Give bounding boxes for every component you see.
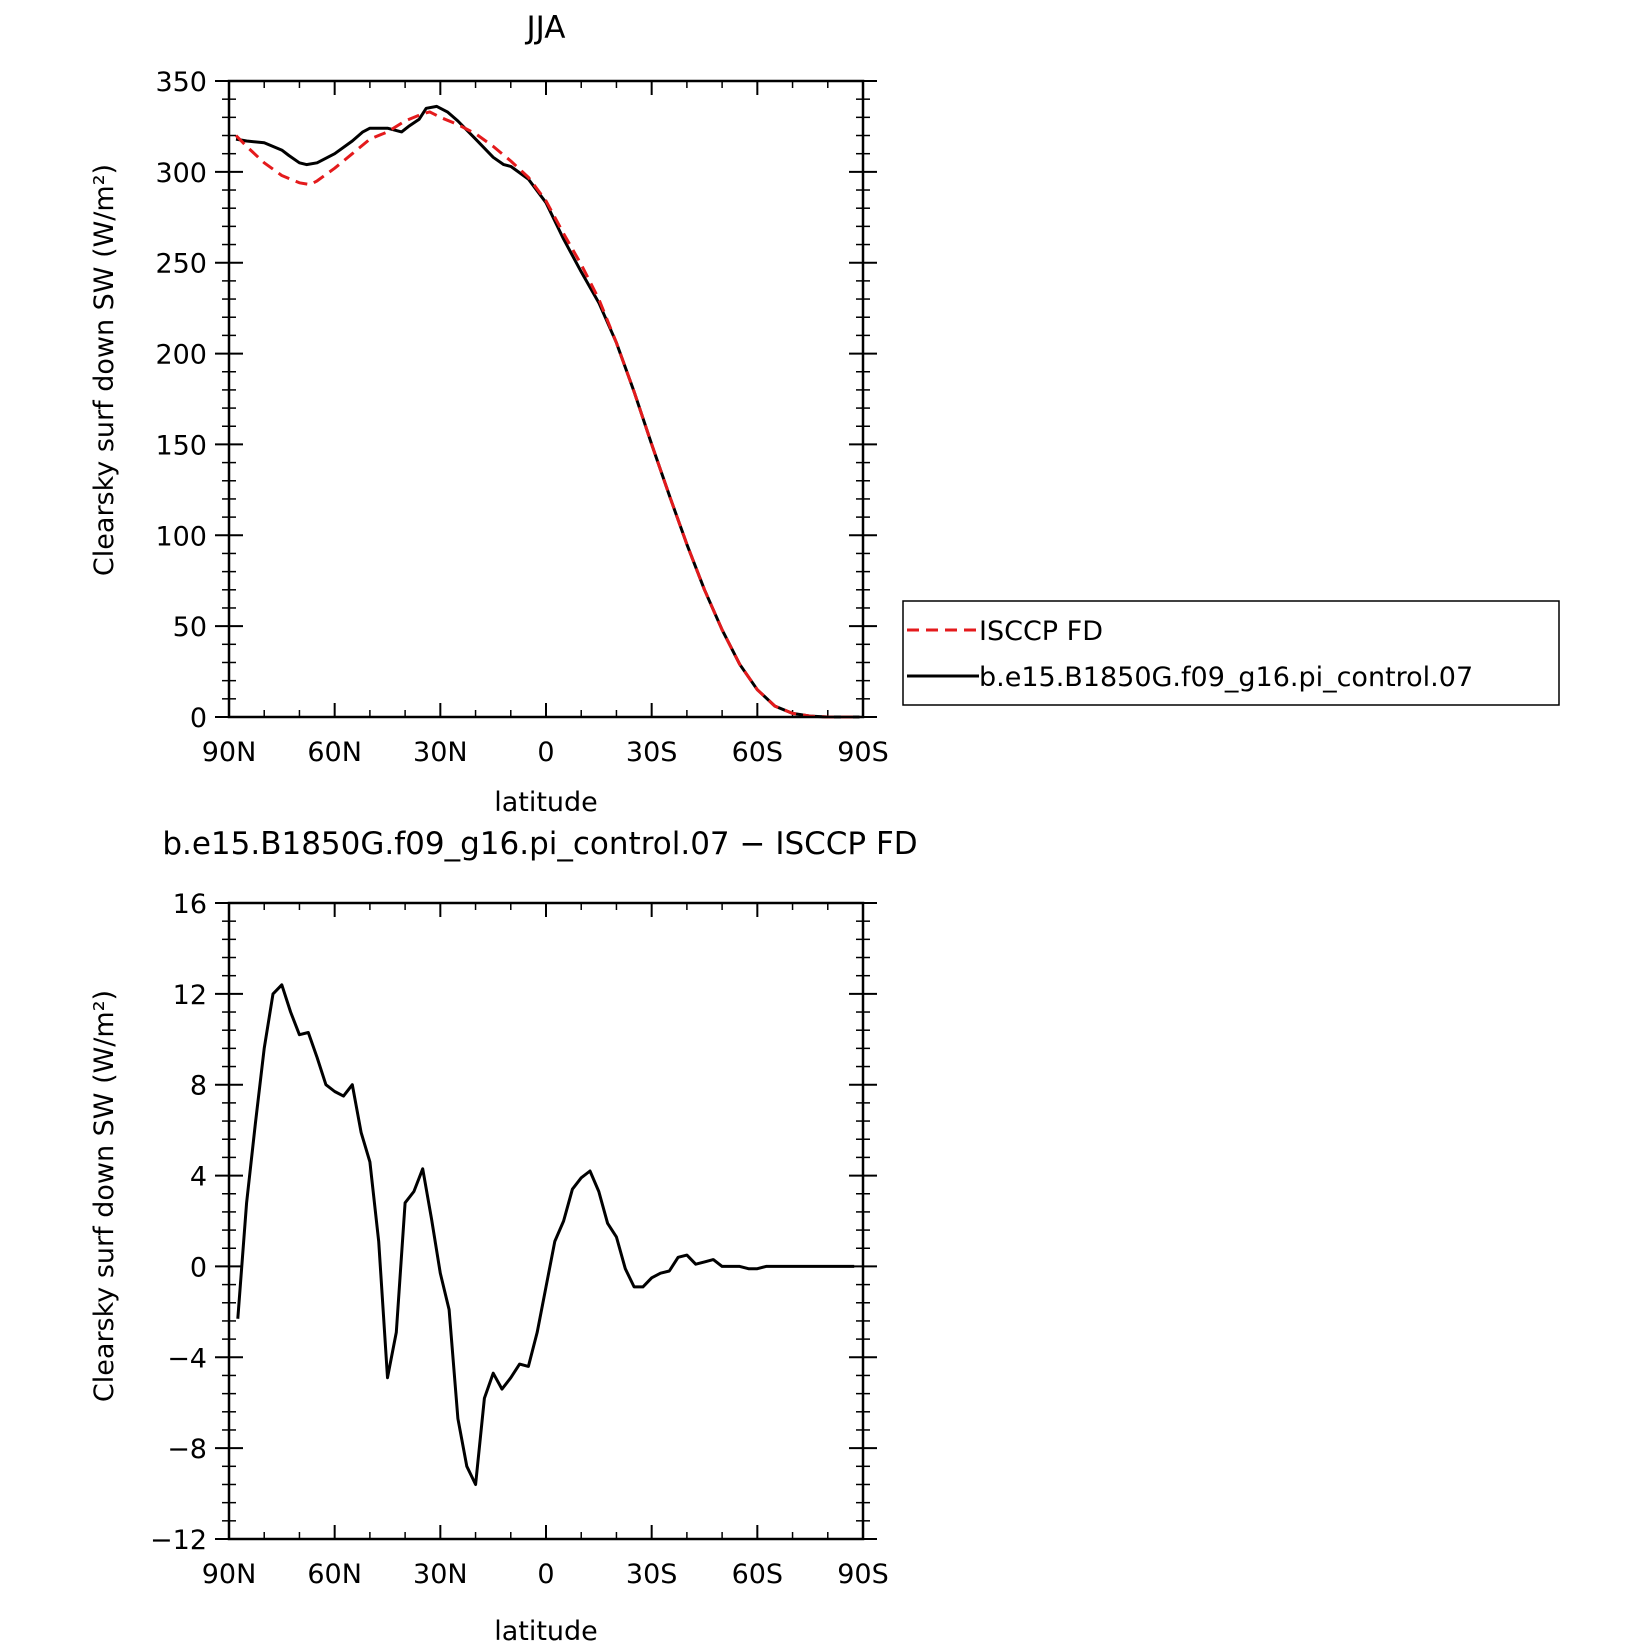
top-series-line-0: [234, 110, 860, 719]
bottom-xtick-label: 30S: [626, 1559, 678, 1590]
bottom-ytick-label: 12: [173, 980, 207, 1011]
bottom-xtick-label: 30N: [413, 1559, 468, 1590]
legend-box: [902, 600, 1560, 706]
top-chart-ylabel: Clearsky surf down SW (W/m²): [89, 164, 120, 576]
bottom-xtick-label: 0: [537, 1559, 554, 1590]
top-ytick-label: 200: [155, 340, 207, 371]
bottom-ytick-label: 8: [190, 1071, 207, 1102]
legend-label-model: b.e15.B1850G.f09_g16.pi_control.07: [979, 662, 1473, 693]
top-chart-xlabel: latitude: [494, 787, 598, 818]
top-ytick-label: 150: [155, 430, 207, 461]
bottom-chart-title: b.e15.B1850G.f09_g16.pi_control.07 − ISC…: [162, 826, 917, 862]
bottom-ytick-label: −4: [167, 1343, 207, 1374]
bottom-chart-frame: [227, 901, 865, 1541]
top-chart-title: JJA: [525, 10, 566, 46]
bottom-xtick-label: 90N: [202, 1559, 257, 1590]
top-chart-frame: [227, 79, 865, 719]
bottom-chart: b.e15.B1850G.f09_g16.pi_control.07 − ISC…: [89, 826, 918, 1647]
top-xtick-label: 30N: [413, 737, 468, 768]
bottom-series-line-0: [236, 983, 855, 1486]
bottom-chart-xlabel: latitude: [494, 1616, 598, 1647]
top-ytick-label: 300: [155, 158, 207, 189]
bottom-chart-lines: [236, 983, 855, 1486]
bottom-ytick-label: −12: [150, 1525, 207, 1556]
top-xtick-label: 60N: [307, 737, 362, 768]
top-chart-lines: [234, 104, 860, 719]
bottom-xtick-label: 90S: [837, 1559, 889, 1590]
top-xtick-label: 0: [537, 737, 554, 768]
top-ytick-label: 350: [155, 67, 207, 98]
bottom-xtick-label: 60N: [307, 1559, 362, 1590]
legend-label-isccp: ISCCP FD: [979, 616, 1103, 647]
top-ytick-label: 50: [173, 612, 207, 643]
top-ytick-label: 250: [155, 249, 207, 280]
bottom-chart-ticks: 90N 60N 30N 0 30S 60S 90S −12 −8 −4 0 4 8 12 16: [150, 889, 889, 1590]
top-xtick-label: 30S: [626, 737, 678, 768]
top-series-line-1: [235, 104, 860, 719]
top-xtick-label: 60S: [732, 737, 784, 768]
top-chart: JJA Clearsky surf down SW (W/m²) latitud…: [89, 10, 1560, 818]
top-chart-legend: ISCCP FD b.e15.B1850G.f09_g16.pi_control…: [902, 600, 1560, 706]
bottom-ytick-label: 16: [173, 889, 207, 920]
top-xtick-label: 90S: [837, 737, 889, 768]
top-xtick-label: 90N: [202, 737, 257, 768]
bottom-ytick-label: −8: [167, 1434, 207, 1465]
bottom-ytick-label: 0: [190, 1252, 207, 1283]
bottom-chart-ylabel: Clearsky surf down SW (W/m²): [89, 990, 120, 1402]
bottom-ytick-label: 4: [190, 1162, 207, 1193]
top-ytick-label: 0: [190, 703, 207, 734]
bottom-xtick-label: 60S: [732, 1559, 784, 1590]
top-ytick-label: 100: [155, 521, 207, 552]
